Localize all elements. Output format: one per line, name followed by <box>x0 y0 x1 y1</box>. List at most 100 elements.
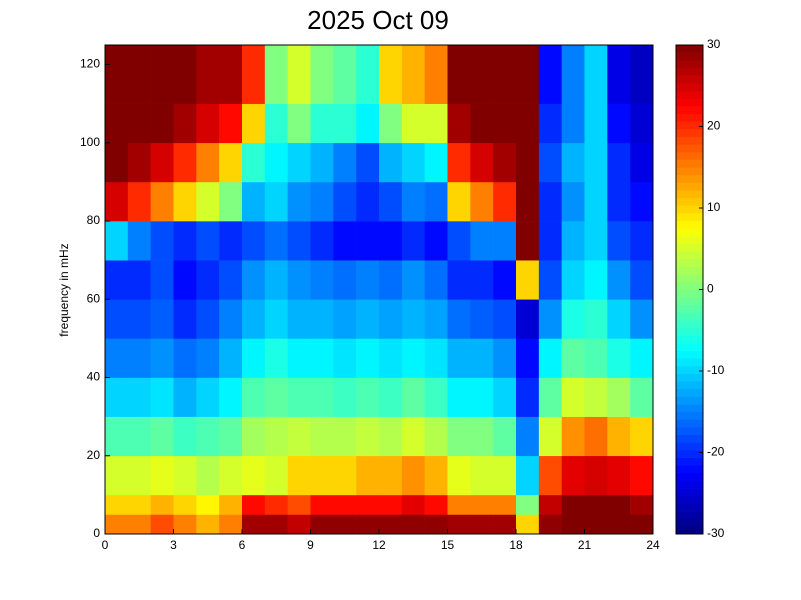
heat-cell <box>196 455 220 496</box>
chart-title: 2025 Oct 09 <box>307 5 449 35</box>
heat-cell <box>538 377 562 417</box>
colorbar-swatch <box>676 365 703 374</box>
heat-cell <box>630 338 654 378</box>
heat-cell <box>401 221 425 261</box>
colorbar-tick-label: 0 <box>707 282 714 296</box>
heat-cell <box>219 181 243 222</box>
heat-cell <box>356 455 380 496</box>
heat-cell <box>287 514 311 535</box>
heat-cell <box>584 45 608 104</box>
heat-cell <box>264 494 288 515</box>
heat-cell <box>561 181 585 222</box>
heat-cell <box>333 514 357 535</box>
heat-cell <box>379 514 403 535</box>
heat-cell <box>310 338 334 378</box>
heat-cell <box>242 45 266 104</box>
heat-cell <box>630 377 654 417</box>
heat-cell <box>310 221 334 261</box>
heat-cell <box>470 514 494 535</box>
heat-cell <box>493 494 517 515</box>
heat-cell <box>127 299 151 339</box>
heat-cell <box>607 260 631 300</box>
y-tick-label: 100 <box>80 135 100 149</box>
heat-cell <box>516 455 540 496</box>
heat-cell <box>607 221 631 261</box>
heat-cell <box>264 377 288 417</box>
heat-cell <box>242 221 266 261</box>
colorbar-swatch <box>676 449 703 458</box>
heat-cell <box>493 377 517 417</box>
heat-cell <box>424 377 448 417</box>
colorbar-swatch <box>676 427 703 435</box>
heat-cell <box>447 299 471 339</box>
heat-cell <box>287 455 311 496</box>
heat-cell <box>242 260 266 300</box>
heat-cell <box>287 260 311 300</box>
heat-cell <box>516 260 540 300</box>
colorbar-swatch <box>676 312 703 321</box>
heat-cell <box>493 45 517 104</box>
heat-cell <box>401 142 425 183</box>
heat-cell <box>127 142 151 183</box>
heat-cell <box>516 103 540 144</box>
heat-cell <box>219 514 243 535</box>
heat-cell <box>630 103 654 144</box>
heat-cell <box>356 45 380 104</box>
heat-cell <box>447 260 471 300</box>
heat-cell <box>607 181 631 222</box>
colorbar-swatch <box>676 258 703 267</box>
heat-cell <box>150 455 174 496</box>
colorbar-swatch <box>676 503 703 512</box>
heat-cell <box>219 416 243 457</box>
heat-cell <box>242 338 266 378</box>
heat-cell <box>333 494 357 515</box>
heat-cell <box>379 45 403 104</box>
heat-cell <box>584 142 608 183</box>
colorbar-tick-label: 10 <box>707 200 721 214</box>
heat-cell <box>219 377 243 417</box>
heat-cell <box>333 260 357 300</box>
heat-cell <box>127 494 151 515</box>
heat-cell <box>105 455 129 496</box>
heat-cell <box>196 181 220 222</box>
heat-cell <box>630 181 654 222</box>
colorbar-swatch <box>676 480 703 489</box>
heat-cell <box>424 514 448 535</box>
heat-cell <box>516 299 540 339</box>
heat-cell <box>310 142 334 183</box>
heat-cell <box>333 45 357 104</box>
heat-cell <box>379 181 403 222</box>
heat-cell <box>516 494 540 515</box>
heat-cell <box>607 494 631 515</box>
heat-cell <box>538 260 562 300</box>
heat-cell <box>470 416 494 457</box>
heat-cell <box>630 142 654 183</box>
heat-cell <box>561 45 585 104</box>
heat-cell <box>105 45 129 104</box>
heat-cell <box>310 494 334 515</box>
colorbar-swatch <box>676 457 703 466</box>
colorbar-swatch <box>676 121 703 130</box>
heat-cell <box>196 514 220 535</box>
heat-cell <box>105 103 129 144</box>
heat-cell <box>310 260 334 300</box>
x-tick-label: 3 <box>170 538 177 552</box>
heat-cell <box>584 181 608 222</box>
heat-cell <box>607 103 631 144</box>
heat-cell <box>470 377 494 417</box>
heat-cell <box>310 377 334 417</box>
heat-cell <box>196 416 220 457</box>
heat-cell <box>310 514 334 535</box>
heat-cell <box>196 221 220 261</box>
heat-cell <box>401 338 425 378</box>
heat-cell <box>401 299 425 339</box>
heat-cell <box>287 142 311 183</box>
heat-cell <box>173 377 197 417</box>
heat-cell <box>333 103 357 144</box>
heat-cell <box>242 514 266 535</box>
colorbar-swatch <box>676 342 703 351</box>
heat-cell <box>447 142 471 183</box>
heat-cell <box>561 455 585 496</box>
colorbar-swatch <box>676 167 703 176</box>
heat-cell <box>264 416 288 457</box>
